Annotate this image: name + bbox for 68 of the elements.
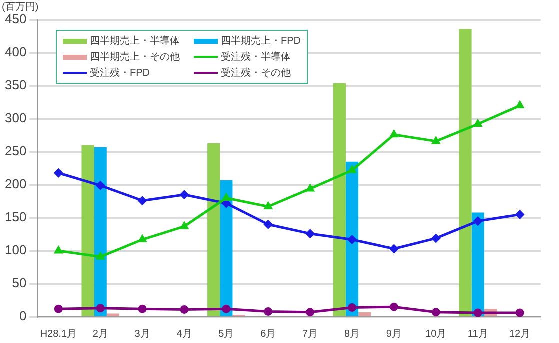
bar [106, 314, 120, 316]
point [96, 304, 105, 313]
point [54, 168, 63, 178]
x-tick-label: 11月 [468, 328, 488, 340]
point [348, 304, 357, 312]
y-tick-label: 50 [12, 276, 27, 291]
point [96, 252, 104, 260]
point [222, 304, 231, 314]
x-tick-label: H28.1月 [40, 328, 78, 340]
bar [459, 29, 472, 316]
point [516, 210, 524, 219]
legend-label: 四半期売上・半導体 [90, 34, 180, 48]
bar [220, 180, 233, 316]
x-tick-label: 12月 [509, 328, 531, 340]
y-tick-label: 400 [4, 44, 27, 60]
x-tick-label: 9月 [386, 328, 402, 340]
bar [82, 145, 94, 316]
x-tick-label: 3月 [134, 328, 150, 340]
point [390, 302, 398, 312]
point [222, 194, 230, 201]
y-tick-label: 200 [4, 176, 27, 192]
y-tick-label: 350 [4, 78, 27, 93]
bar [346, 162, 359, 316]
point [306, 184, 314, 192]
legend-label: 四半期売上・FPD [221, 34, 301, 48]
legend-label: 受注残・半導体 [221, 50, 291, 64]
point [264, 307, 273, 316]
x-tick-label: 6月 [260, 328, 276, 340]
point [432, 234, 440, 243]
point [180, 190, 189, 200]
point [264, 220, 273, 229]
point [390, 244, 398, 254]
x-tick-label: 2月 [92, 328, 108, 340]
point [474, 308, 482, 317]
point [432, 308, 440, 317]
y-tick-label: 0 [19, 308, 27, 324]
bar [333, 83, 346, 316]
point [96, 181, 105, 190]
point [474, 217, 482, 226]
legend-label: 四半期売上・その他 [90, 50, 180, 64]
x-tick-label: 4月 [176, 328, 192, 340]
point [348, 166, 356, 174]
y-tick-label: 450 [4, 12, 27, 27]
point [516, 308, 524, 317]
bar [472, 212, 484, 316]
point [138, 196, 147, 206]
bar [208, 143, 220, 316]
point [306, 308, 315, 317]
y-tick-label: 250 [4, 144, 27, 159]
x-tick-label: 10月 [426, 328, 447, 340]
point [138, 304, 147, 314]
point [54, 246, 63, 254]
legend-label: 受注残・その他 [221, 66, 291, 80]
y-tick-label: 300 [4, 110, 27, 126]
point [180, 305, 189, 314]
point [348, 236, 357, 244]
y-axis-title: (百万円) [2, 1, 39, 14]
x-tick-label: 8月 [344, 328, 360, 340]
bar [358, 312, 372, 316]
point [306, 230, 315, 238]
y-tick-label: 100 [4, 242, 27, 258]
point [432, 137, 440, 144]
x-tick-label: 7月 [302, 328, 318, 340]
legend-label: 受注残・FPD [90, 66, 150, 80]
point [180, 222, 188, 230]
y-tick-label: 150 [4, 210, 27, 225]
point [54, 304, 63, 314]
x-tick-label: 5月 [218, 328, 234, 340]
